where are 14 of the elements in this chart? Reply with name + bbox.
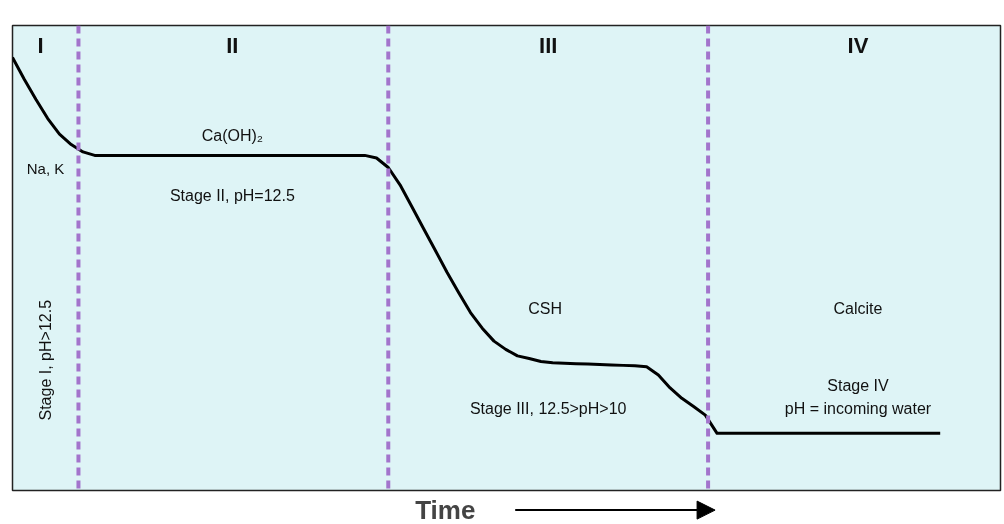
annotation: Stage II, pH=12.5 (169, 187, 295, 205)
annotation: Stage IV (827, 377, 890, 395)
annotation: Calcite (833, 300, 883, 318)
annotation: CSH (528, 300, 563, 318)
annotation: II (226, 33, 239, 59)
annotation: pH = incoming water (784, 400, 932, 418)
y-axis-title: Stage I, pH>12.5 (36, 299, 54, 421)
annotation: Na, K (26, 160, 65, 178)
x-axis-title: Time (415, 495, 476, 524)
annotation: I (37, 33, 44, 59)
annotation: IV (847, 33, 869, 59)
annotation: III (539, 33, 558, 59)
annotation: Ca(OH)₂ (201, 127, 264, 145)
annotation: Stage III, 12.5>pH>10 (469, 400, 627, 418)
